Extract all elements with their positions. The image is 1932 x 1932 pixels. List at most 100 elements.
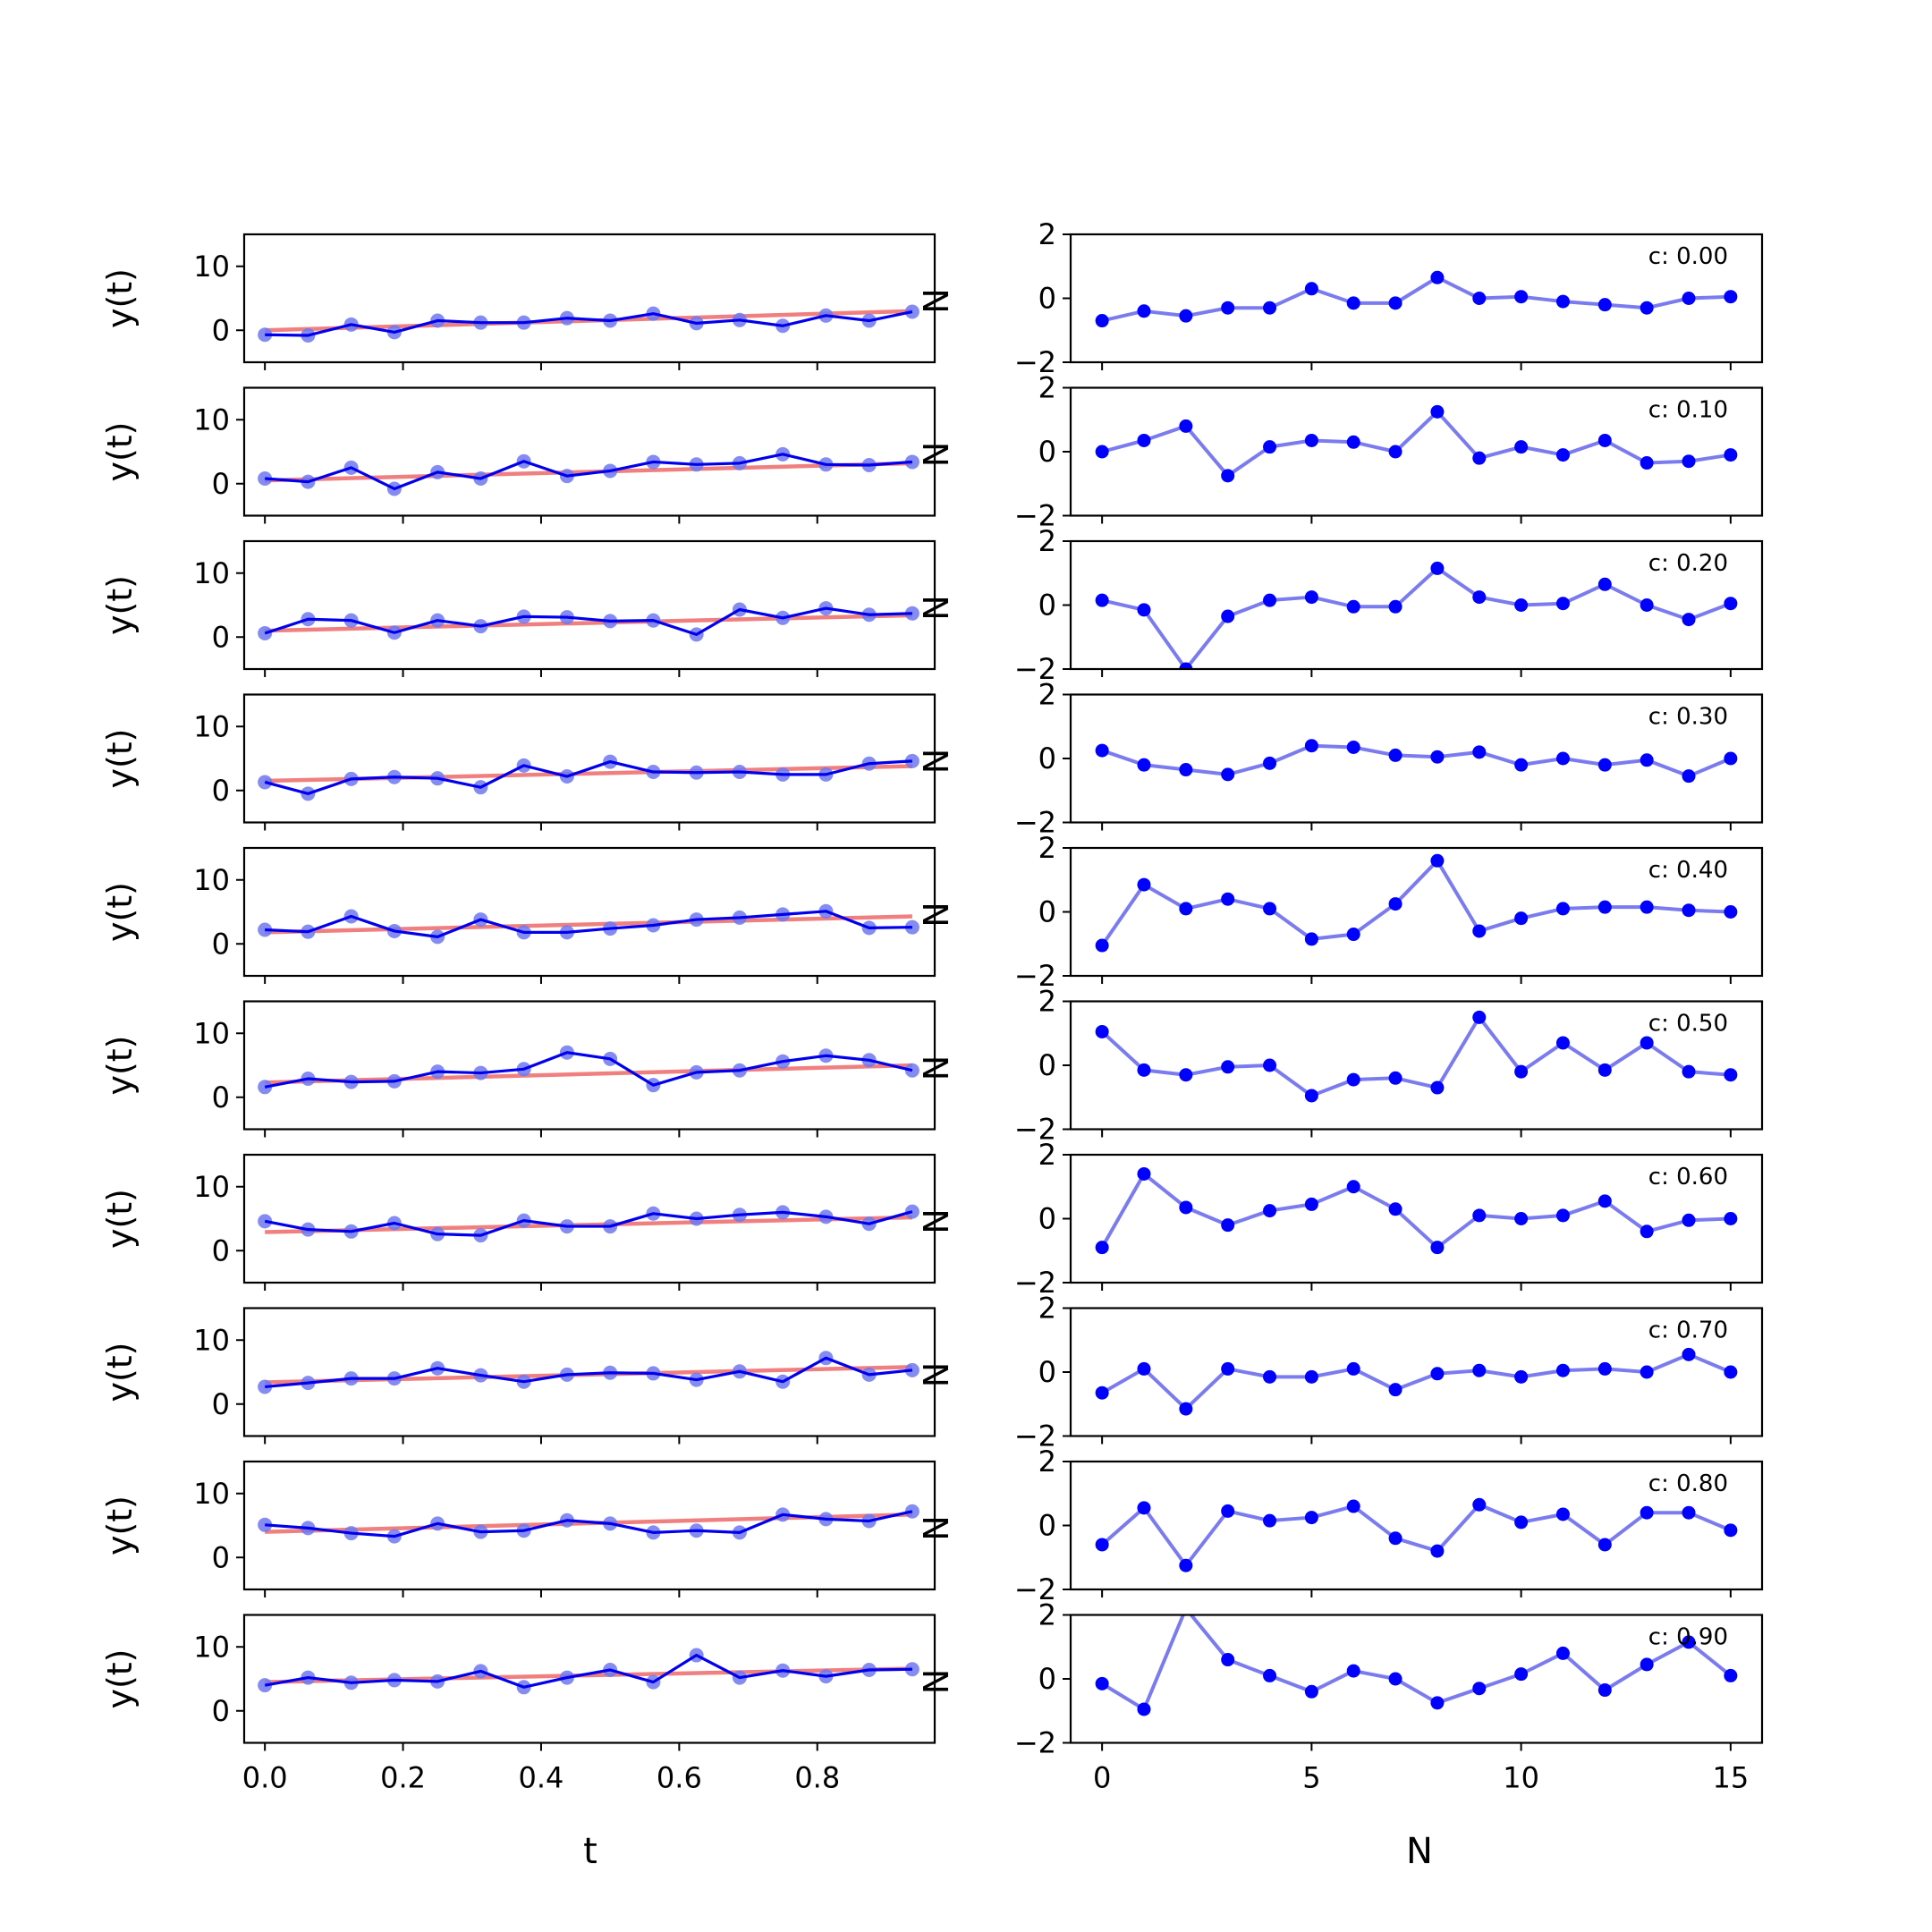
y-tick-label: 0 <box>212 467 230 501</box>
noise-line <box>1101 566 1732 669</box>
left-subplot-2: 0 10 y(t) <box>100 539 936 677</box>
y-axis-label: y(t) <box>100 1035 140 1095</box>
y-axis-label: N <box>917 1515 956 1540</box>
noise-point <box>1555 1507 1570 1521</box>
noise-point <box>1514 290 1529 304</box>
y-axis-label: y(t) <box>100 1496 140 1555</box>
noise-point <box>1346 296 1360 310</box>
noise-point <box>1597 1683 1612 1698</box>
x-tick-label: 15 <box>1713 1761 1750 1795</box>
y-axis-label: y(t) <box>100 882 140 942</box>
left-subplot-9: 0 10 0.0 0.2 0.4 0.6 0.8 y(t) <box>100 1614 936 1795</box>
noise-point <box>1682 613 1696 627</box>
y-tick-label: 0 <box>212 620 230 654</box>
y-tick-label: 0 <box>212 927 230 961</box>
y-tick-label: 0 <box>212 1387 230 1421</box>
noise-point <box>1346 599 1360 614</box>
left-subplot-4: 0 10 y(t) <box>100 846 936 984</box>
right-plot-area <box>1095 1010 1738 1103</box>
noise-point <box>1724 1365 1738 1379</box>
noise-point <box>1221 1361 1235 1376</box>
noise-point <box>1724 751 1738 766</box>
y-tick-label: 0 <box>212 1694 230 1728</box>
noise-point <box>1514 1515 1529 1530</box>
noise-point <box>1555 902 1570 916</box>
y-tick-label: 10 <box>193 402 230 436</box>
noise-point <box>1682 292 1696 305</box>
noise-point <box>1514 1064 1529 1079</box>
noise-point <box>1724 597 1738 611</box>
right-subplot-3: −2 0 2 Nc: 0.30 <box>917 678 1764 840</box>
noise-point <box>1221 767 1235 782</box>
noise-point <box>1137 1361 1151 1376</box>
noise-point <box>1137 1501 1151 1515</box>
noise-point <box>1430 853 1445 868</box>
y-tick-label: 0 <box>1038 895 1056 929</box>
noise-line <box>1100 1503 1732 1568</box>
y-tick-label: 0 <box>1038 1048 1056 1082</box>
y-axis-label: N <box>917 442 956 467</box>
noise-point <box>1472 1208 1487 1223</box>
noise-point <box>1640 598 1654 612</box>
noise-point <box>1472 590 1487 605</box>
noise-point <box>1095 1385 1109 1400</box>
annotation-label: c: 0.50 <box>1648 1011 1728 1038</box>
axes-frame <box>242 1153 936 1284</box>
noise-point <box>1095 938 1109 953</box>
y-tick-label: 2 <box>1038 985 1056 1019</box>
noise-point <box>1555 294 1570 309</box>
series-line <box>264 1210 913 1237</box>
series-line <box>265 1510 913 1538</box>
fit-line <box>265 914 912 935</box>
noise-point <box>1221 892 1235 906</box>
noise-point <box>1304 590 1318 605</box>
left-plot-area <box>258 1045 919 1095</box>
y-axis-label: N <box>917 1362 956 1387</box>
right-plot-area <box>1095 404 1738 483</box>
right-plot-area <box>1095 1166 1738 1255</box>
left-plot-area <box>258 446 919 496</box>
noise-point <box>1597 1063 1612 1077</box>
noise-line <box>1100 1172 1731 1250</box>
noise-point <box>1221 609 1235 623</box>
y-axis-label: y(t) <box>100 728 140 788</box>
noise-point <box>1304 1511 1318 1525</box>
left-plot-area <box>258 753 919 801</box>
annotation-label: c: 0.10 <box>1648 397 1728 424</box>
left-plot-area <box>258 903 919 945</box>
right-subplot-1: −2 0 2 Nc: 0.10 <box>917 371 1764 533</box>
y-tick-label: 2 <box>1038 1598 1056 1632</box>
y-tick-label: 10 <box>193 1323 230 1357</box>
y-tick-label: 0 <box>212 1540 230 1574</box>
noise-point <box>1597 900 1612 914</box>
right-subplot-8: −2 0 2 Nc: 0.80 <box>917 1445 1764 1606</box>
axes-frame <box>242 1614 936 1744</box>
noise-point <box>1555 1646 1570 1660</box>
left-subplot-1: 0 10 y(t) <box>100 386 936 524</box>
noise-line <box>1101 1352 1732 1411</box>
noise-point <box>1095 314 1109 328</box>
noise-point <box>1724 1212 1738 1225</box>
x-tick-label: 0.2 <box>380 1761 426 1795</box>
noise-point <box>1430 1080 1445 1095</box>
y-tick-label: 0 <box>1038 741 1056 775</box>
noise-point <box>1724 448 1738 462</box>
noise-point <box>1514 758 1529 772</box>
noise-point <box>1095 1024 1109 1038</box>
series-line <box>264 759 913 795</box>
y-tick-label: 0 <box>1038 435 1056 469</box>
y-axis-label: y(t) <box>100 1189 140 1249</box>
right-plot-area <box>1095 739 1738 784</box>
y-tick-label: 10 <box>193 1016 230 1050</box>
noise-point <box>1179 662 1193 669</box>
noise-point <box>1263 1668 1277 1682</box>
y-tick-label: −2 <box>1014 1419 1056 1453</box>
noise-point <box>1304 739 1318 753</box>
noise-point <box>1346 1664 1360 1678</box>
noise-point <box>1640 1365 1654 1379</box>
x-tick-label: 0.4 <box>519 1761 564 1795</box>
noise-point <box>1179 1558 1193 1572</box>
left-plot-area <box>258 1504 919 1544</box>
right-subplot-5: −2 0 2 Nc: 0.50 <box>917 985 1764 1147</box>
